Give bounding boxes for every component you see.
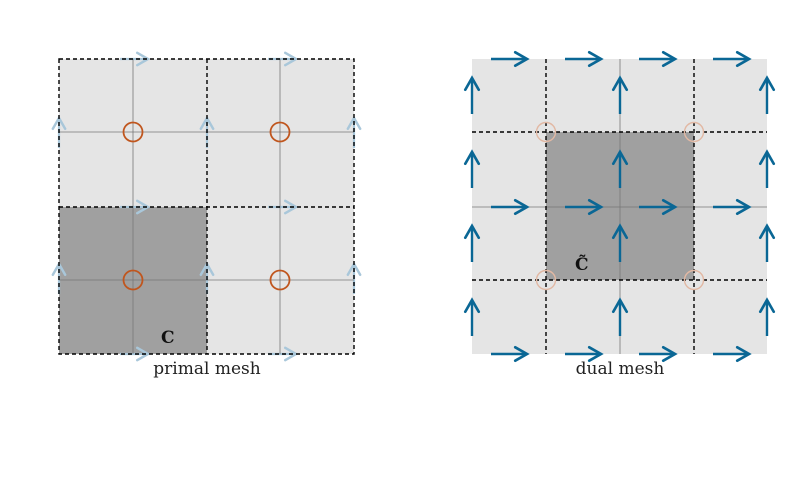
primal-node — [269, 269, 291, 291]
dual-mesh — [463, 50, 776, 363]
dual-horizontal-arrows — [491, 50, 752, 363]
primal-mesh — [51, 51, 362, 362]
primal-nodes — [122, 121, 291, 291]
primal-node — [122, 269, 144, 291]
dual-caption: dual mesh — [575, 359, 665, 379]
dual-vertical-arrows — [463, 75, 776, 336]
dual-faded-nodes — [535, 121, 705, 291]
primal-cell-label: C — [161, 328, 175, 348]
dual-cell-edges — [472, 59, 767, 354]
dual-cell-label: C̃ — [575, 255, 589, 275]
primal-caption: primal mesh — [153, 359, 261, 379]
primal-node — [269, 121, 291, 143]
primal-cell-edges — [58, 58, 355, 355]
primal-node — [122, 121, 144, 143]
